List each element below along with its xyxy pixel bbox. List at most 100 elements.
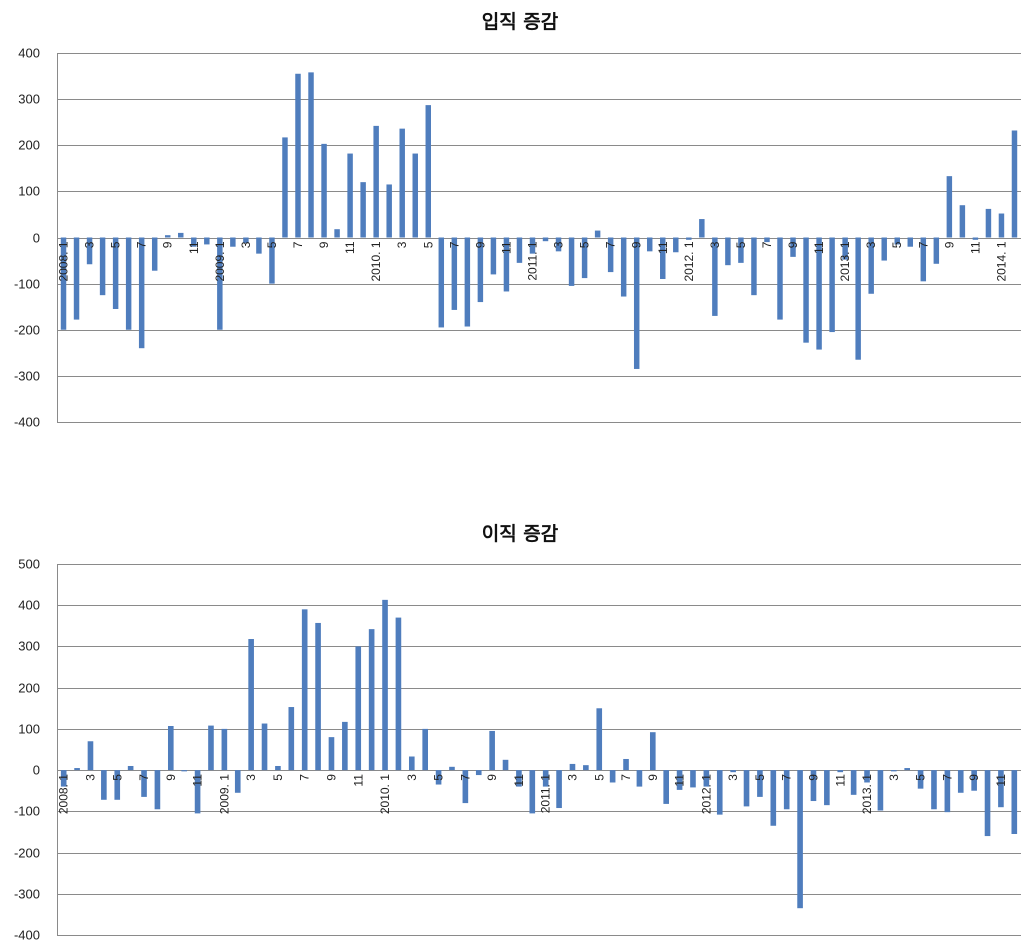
x-tick-label: 11 — [812, 241, 826, 254]
bar — [342, 721, 348, 771]
bar — [777, 237, 783, 320]
bar — [829, 237, 835, 333]
bar — [556, 770, 562, 809]
bar — [256, 237, 262, 254]
bar — [712, 237, 718, 316]
x-tick-label: 11 — [512, 774, 526, 787]
bar — [328, 737, 335, 771]
y-tick-label: -100 — [14, 277, 40, 292]
bar — [408, 756, 415, 771]
bar — [649, 732, 656, 771]
bar — [757, 770, 763, 797]
bar — [633, 237, 640, 369]
bar — [243, 237, 249, 244]
x-tick-label: 11 — [994, 774, 1008, 787]
bar — [623, 758, 629, 771]
x-tick-label: 2009. 1 — [217, 774, 231, 814]
bar — [321, 143, 327, 238]
bar — [315, 622, 321, 771]
bar — [596, 708, 603, 771]
bar — [422, 728, 428, 771]
bar — [475, 770, 482, 776]
bar — [451, 237, 458, 310]
bar — [382, 599, 388, 771]
bar — [529, 237, 536, 254]
x-tick-label: 3 — [864, 241, 878, 248]
bar — [583, 765, 589, 771]
bar — [933, 237, 940, 264]
bar — [568, 237, 575, 286]
x-tick-label: 7 — [137, 774, 151, 781]
bar — [984, 770, 991, 837]
bar — [112, 237, 119, 309]
bar — [208, 725, 214, 771]
bar — [301, 609, 308, 771]
x-tick-label: 5 — [265, 241, 279, 248]
bar — [837, 770, 844, 773]
x-tick-label: 7 — [760, 241, 774, 248]
bar — [141, 770, 147, 797]
bar — [87, 741, 94, 771]
x-tick-label: 5 — [110, 774, 124, 781]
chart-title: 이직 증감 — [482, 523, 559, 545]
bar — [60, 770, 67, 787]
bar — [181, 770, 187, 772]
y-tick-label: 100 — [18, 184, 40, 199]
x-tick-label: 3 — [552, 241, 566, 248]
bar — [959, 205, 966, 238]
bar — [686, 237, 692, 240]
y-tick-label: 400 — [18, 46, 40, 61]
y-tick-label: -200 — [14, 323, 40, 338]
bar — [261, 723, 268, 771]
bar — [569, 763, 576, 771]
bar — [425, 105, 431, 238]
bar — [154, 770, 161, 810]
x-tick-label: 5 — [753, 774, 767, 781]
x-tick-label: 3 — [239, 241, 253, 248]
bar — [288, 707, 295, 771]
bar — [725, 237, 731, 266]
bar — [462, 770, 469, 804]
bar — [881, 237, 887, 261]
chart-title: 입직 증감 — [482, 11, 559, 33]
bar — [489, 730, 495, 771]
bar — [890, 770, 897, 772]
bar — [743, 770, 750, 807]
y-tick-label: -200 — [14, 846, 40, 861]
bar — [971, 770, 977, 791]
bar — [230, 237, 236, 247]
bar — [86, 237, 93, 265]
bar — [1011, 130, 1018, 238]
x-tick-label: 2008. 1 — [57, 774, 71, 814]
bar — [790, 237, 796, 257]
bar — [164, 235, 171, 238]
bar — [217, 237, 223, 330]
x-tick-label: 2010. 1 — [378, 774, 392, 814]
bar — [904, 768, 910, 771]
x-tick-label: 3 — [83, 774, 97, 781]
bar — [464, 237, 471, 327]
bar — [581, 237, 588, 279]
x-tick-label: 9 — [485, 774, 499, 781]
x-tick-label: 5 — [914, 774, 928, 781]
x-tick-label: 11 — [351, 774, 365, 787]
bar — [864, 770, 870, 783]
bar — [373, 125, 379, 238]
bar — [435, 770, 442, 785]
x-tick-label: 2012. 1 — [682, 241, 696, 281]
bar — [386, 184, 392, 238]
y-tick-label: 300 — [18, 639, 40, 654]
x-tick-label: 3 — [726, 774, 740, 781]
x-tick-label: 7 — [447, 241, 461, 248]
x-tick-label: 3 — [244, 774, 258, 781]
x-tick-label: 9 — [317, 241, 331, 248]
y-tick-label: 0 — [33, 231, 40, 246]
x-tick-label: 11 — [499, 241, 513, 254]
bar — [944, 770, 951, 813]
bar — [607, 237, 614, 273]
y-tick-label: 200 — [18, 138, 40, 153]
bar — [620, 237, 627, 297]
x-tick-label: 3 — [83, 241, 97, 248]
bar — [516, 237, 523, 263]
bar — [516, 770, 522, 787]
